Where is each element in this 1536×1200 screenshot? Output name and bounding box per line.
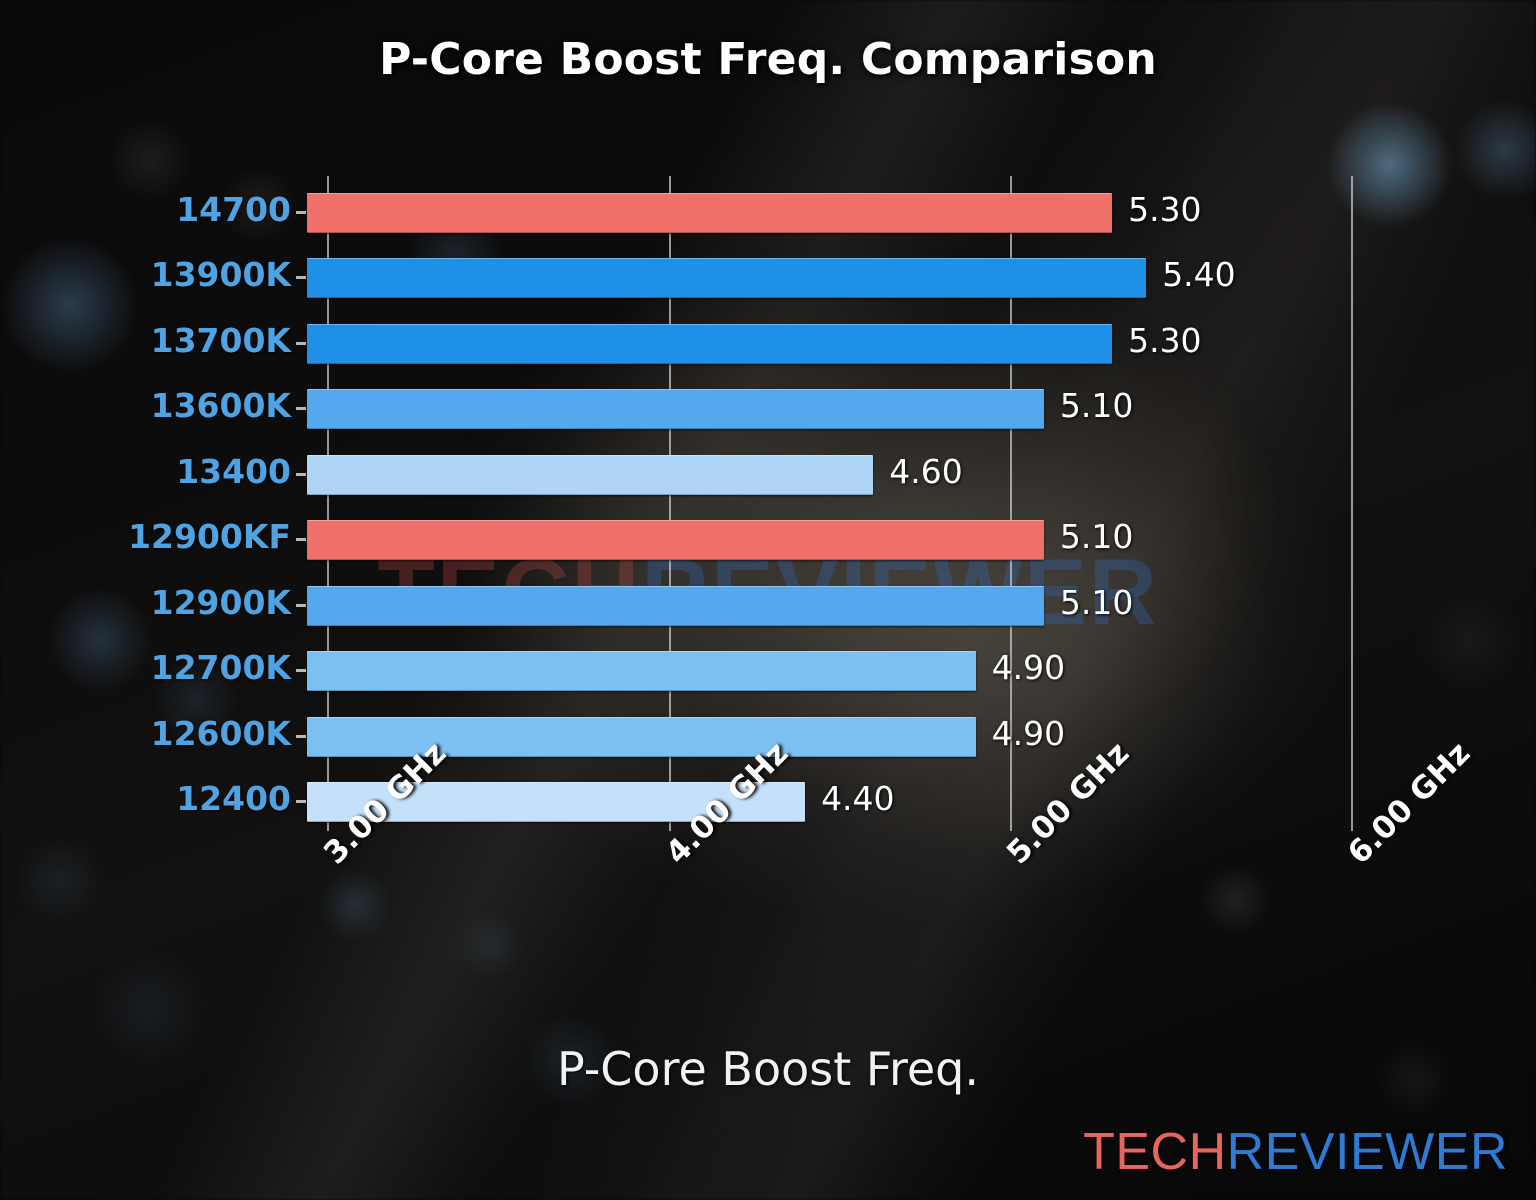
y-label-12600K: 12600K xyxy=(150,713,291,753)
y-tick-13400 xyxy=(296,472,306,476)
y-tick-12600K xyxy=(296,734,306,738)
value-label-12900K: 5.10 xyxy=(1059,582,1134,622)
bar-12600K xyxy=(307,716,976,757)
chart-title: P-Core Boost Freq. Comparison xyxy=(379,34,1157,85)
y-tick-14700 xyxy=(296,210,306,214)
bar-13600K xyxy=(307,389,1044,430)
y-tick-13600K xyxy=(296,407,306,411)
y-tick-12900KF xyxy=(296,538,306,542)
value-label-13900K: 5.40 xyxy=(1162,255,1236,295)
value-label-12600K: 4.90 xyxy=(991,713,1066,753)
y-tick-12400 xyxy=(296,800,306,804)
bar-12900KF xyxy=(307,520,1044,561)
bar-14700 xyxy=(307,192,1113,233)
y-label-14700: 14700 xyxy=(176,189,291,229)
bar-13400 xyxy=(307,454,874,495)
bar-12400 xyxy=(307,782,806,823)
value-label-12400: 4.40 xyxy=(821,779,895,819)
bar-12700K xyxy=(307,651,976,692)
y-label-13400: 13400 xyxy=(176,451,291,491)
y-label-13900K: 13900K xyxy=(150,255,291,295)
bar-12900K xyxy=(307,585,1044,626)
y-label-12900KF: 12900KF xyxy=(128,517,291,557)
x-axis-title: P-Core Boost Freq. xyxy=(556,1042,980,1096)
y-label-13600K: 13600K xyxy=(150,386,291,426)
gridline-5.00 xyxy=(1009,176,1012,831)
value-label-13600K: 5.10 xyxy=(1059,386,1134,426)
y-label-13700K: 13700K xyxy=(150,320,291,360)
logo-tech: TECH xyxy=(1083,1123,1227,1181)
value-label-13400: 4.60 xyxy=(889,451,963,491)
value-label-14700: 5.30 xyxy=(1128,189,1202,229)
y-label-12700K: 12700K xyxy=(150,648,291,688)
logo-reviewer: REVIEWER xyxy=(1226,1123,1508,1181)
techreviewer-logo: TECHREVIEWER xyxy=(1083,1122,1508,1182)
y-tick-12900K xyxy=(296,603,306,607)
y-tick-13700K xyxy=(296,341,306,345)
gridline-4.00 xyxy=(668,176,671,831)
y-label-12400: 12400 xyxy=(176,779,291,819)
bar-13900K xyxy=(307,258,1147,299)
value-label-12900KF: 5.10 xyxy=(1059,517,1134,557)
gridline-3.00 xyxy=(327,176,330,831)
y-label-12900K: 12900K xyxy=(150,582,291,622)
gridline-6.00 xyxy=(1350,176,1353,831)
plot-area xyxy=(296,176,1385,831)
y-tick-13900K xyxy=(296,276,306,280)
y-tick-12700K xyxy=(296,669,306,673)
value-label-13700K: 5.30 xyxy=(1128,320,1202,360)
value-label-12700K: 4.90 xyxy=(991,648,1066,688)
bar-13700K xyxy=(307,323,1113,364)
